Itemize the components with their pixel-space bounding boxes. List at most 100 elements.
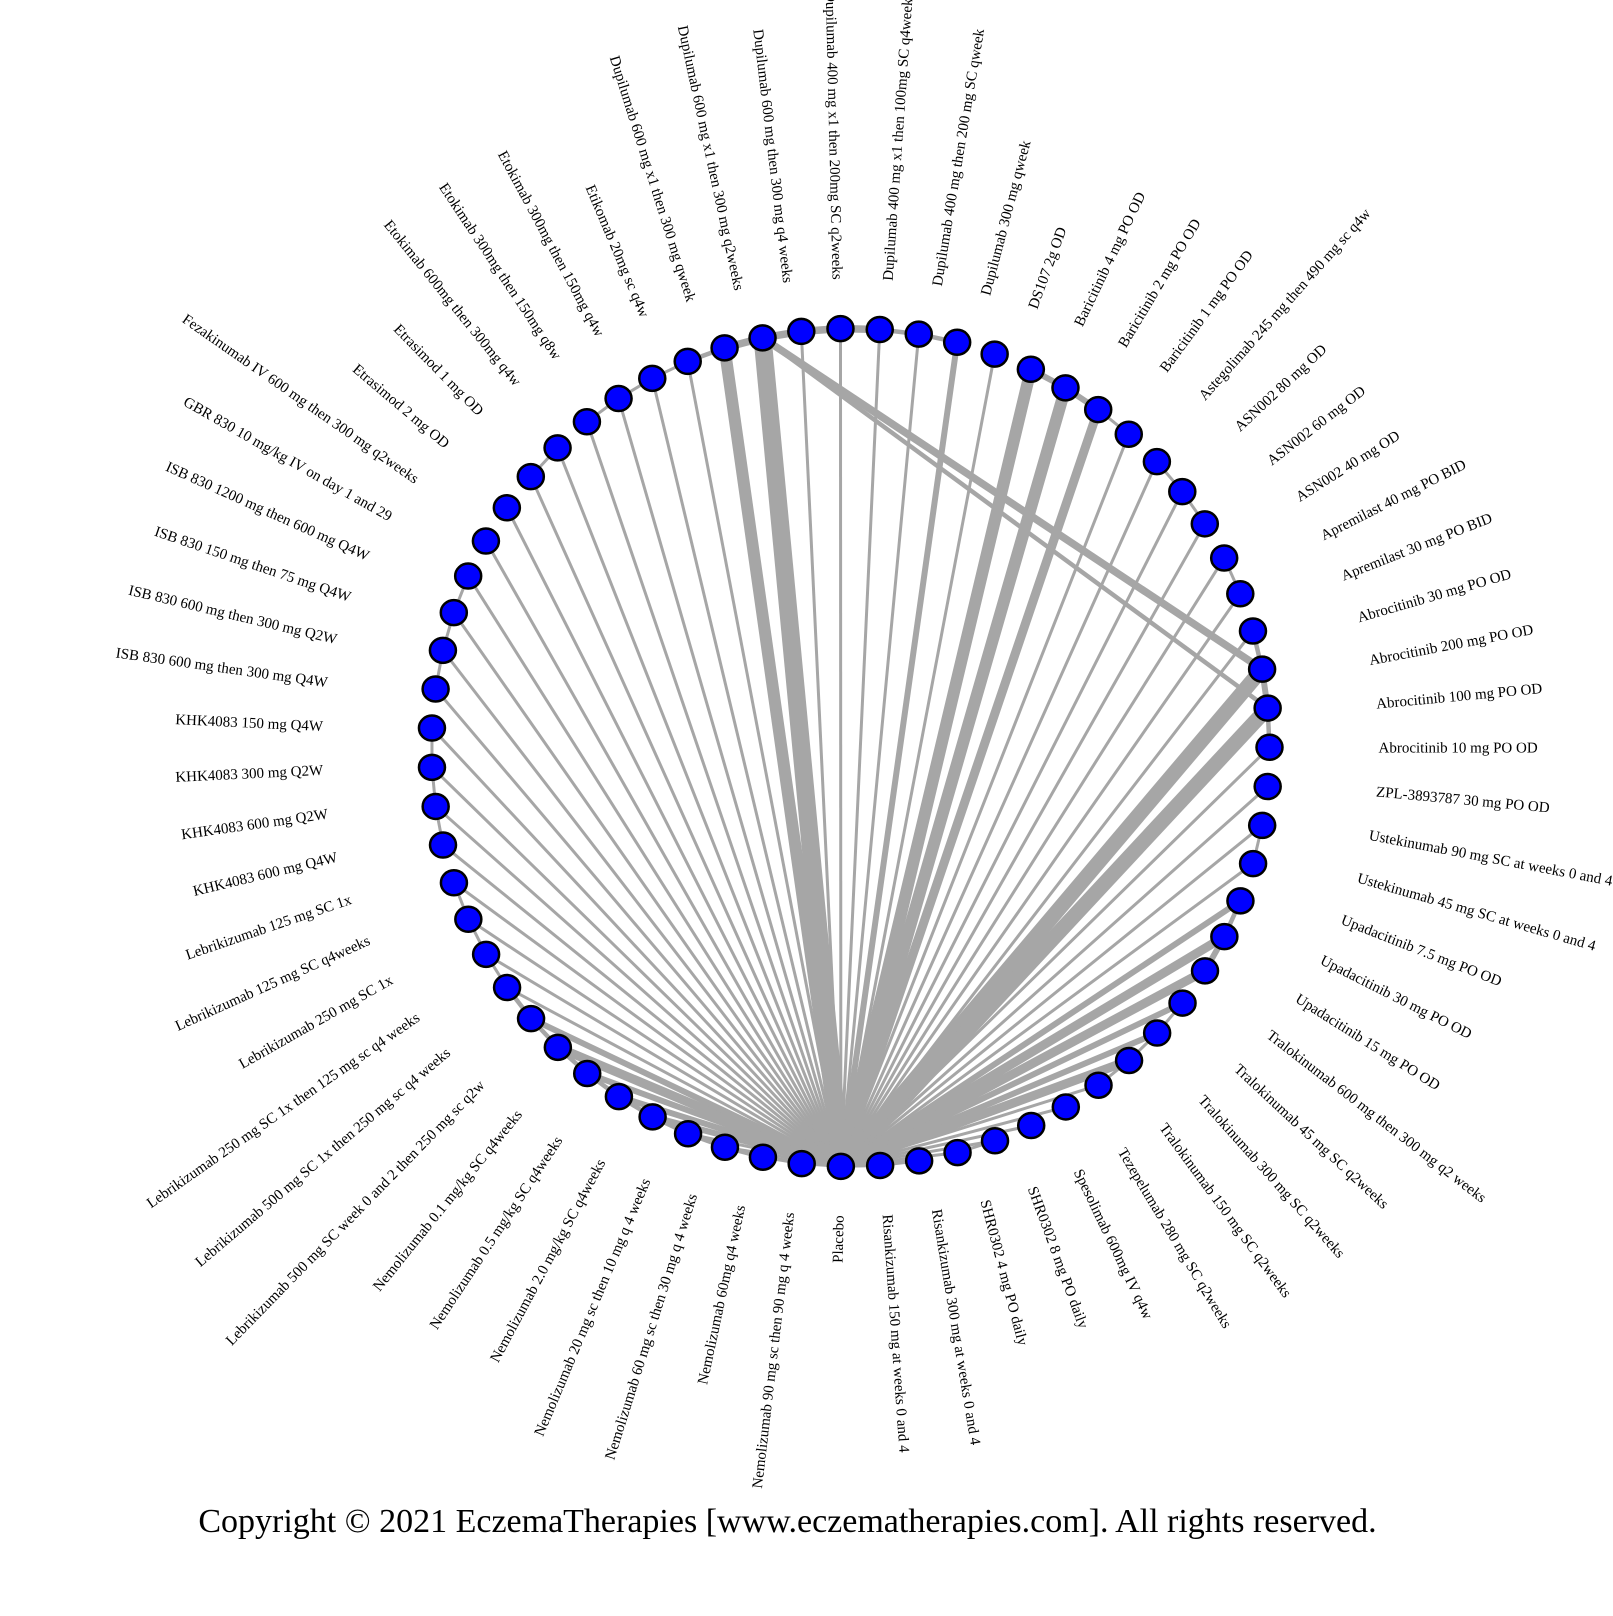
node-label: KHK4083 150 mg Q4W	[175, 712, 324, 735]
node[interactable]	[748, 1143, 778, 1171]
node[interactable]	[1226, 887, 1255, 915]
node[interactable]	[787, 317, 816, 346]
node[interactable]	[428, 831, 458, 859]
node[interactable]	[417, 753, 447, 782]
node[interactable]	[673, 1119, 703, 1148]
node-label: Dupilumab 600 mg then 300 mg q4 weeks	[749, 28, 795, 284]
edge	[686, 361, 843, 1167]
edge	[839, 862, 1254, 1168]
edge	[761, 336, 1269, 710]
node[interactable]	[543, 1033, 573, 1062]
node[interactable]	[980, 1127, 1010, 1155]
node[interactable]	[673, 347, 702, 376]
node[interactable]	[638, 364, 667, 393]
node[interactable]	[1190, 957, 1220, 985]
node[interactable]	[943, 1138, 972, 1167]
node[interactable]	[421, 675, 450, 703]
edge	[453, 881, 842, 1168]
edge	[650, 378, 843, 1167]
node[interactable]	[1238, 617, 1268, 645]
node-label: Dupilumab 400 mg then 200 mg SC qweek	[930, 27, 988, 287]
node[interactable]	[439, 869, 469, 897]
node[interactable]	[1209, 544, 1239, 572]
node[interactable]	[543, 434, 572, 462]
node[interactable]	[516, 1004, 546, 1033]
node[interactable]	[1253, 772, 1282, 801]
node-label: KHK4083 600 mg Q2W	[180, 807, 330, 844]
node[interactable]	[454, 905, 483, 934]
node[interactable]	[1168, 989, 1197, 1017]
edge	[430, 727, 842, 1168]
node-label: Dupilumab 600 mg x1 then 300 mg q2weeks	[674, 24, 746, 292]
node-label: Nemolizumab 90 mg sc then 90 mg q 4 week…	[750, 1211, 798, 1489]
node[interactable]	[572, 1059, 602, 1088]
node-label: Tralokinumab 300 mg SC q2weeks	[1195, 1093, 1348, 1262]
edge	[839, 329, 882, 1167]
edge	[838, 966, 1208, 1171]
node[interactable]	[1255, 733, 1284, 762]
edge	[434, 805, 842, 1168]
node[interactable]	[748, 324, 777, 352]
edge	[529, 1015, 843, 1170]
node[interactable]	[826, 314, 855, 343]
node[interactable]	[1083, 395, 1113, 424]
node-label: Nemolizumab 0.5 mg/kg SC q4weeks	[427, 1134, 566, 1333]
node[interactable]	[980, 340, 1009, 368]
node[interactable]	[1051, 1093, 1081, 1121]
node[interactable]	[439, 598, 469, 627]
node[interactable]	[428, 636, 458, 665]
node[interactable]	[638, 1103, 667, 1131]
node[interactable]	[787, 1149, 816, 1178]
node[interactable]	[572, 408, 602, 436]
node[interactable]	[1016, 1111, 1046, 1140]
node-label: Abrocitinib 200 mg PO OD	[1368, 622, 1535, 669]
edge	[467, 918, 842, 1168]
node[interactable]	[826, 1152, 856, 1181]
node[interactable]	[1226, 580, 1255, 608]
node[interactable]	[1084, 1071, 1113, 1099]
node[interactable]	[865, 315, 895, 344]
node[interactable]	[710, 1133, 740, 1161]
edge	[839, 557, 1226, 1168]
node[interactable]	[904, 320, 934, 348]
node[interactable]	[1142, 1019, 1172, 1047]
node[interactable]	[1016, 355, 1046, 384]
node[interactable]	[1190, 510, 1220, 538]
node[interactable]	[453, 562, 483, 590]
node[interactable]	[604, 1082, 634, 1111]
node[interactable]	[1114, 420, 1144, 448]
node[interactable]	[1247, 655, 1277, 683]
edge	[839, 746, 1271, 1168]
nodes-layer	[417, 314, 1284, 1181]
node[interactable]	[1253, 694, 1282, 722]
node[interactable]	[471, 527, 501, 555]
node[interactable]	[516, 462, 546, 491]
node[interactable]	[1210, 922, 1239, 951]
node[interactable]	[865, 1151, 895, 1180]
node[interactable]	[710, 334, 739, 362]
node-label: Etokimab 600mg then 300mg q4w	[380, 218, 524, 390]
node[interactable]	[417, 714, 447, 742]
node[interactable]	[604, 384, 633, 413]
edge	[617, 398, 843, 1167]
node[interactable]	[471, 940, 501, 969]
node[interactable]	[421, 792, 450, 821]
node[interactable]	[1247, 811, 1277, 840]
node[interactable]	[492, 973, 522, 1002]
node[interactable]	[1142, 447, 1172, 476]
node-label: Abrocitinib 10 mg PO OD	[1378, 740, 1537, 756]
node[interactable]	[942, 328, 972, 357]
edge	[760, 334, 1265, 673]
node[interactable]	[1238, 849, 1268, 878]
node[interactable]	[1051, 374, 1080, 402]
node-label: SHR0302 4 mg PO daily	[976, 1198, 1030, 1348]
node-label: SHR0302 8 mg PO daily	[1024, 1184, 1091, 1331]
node[interactable]	[1168, 477, 1197, 506]
node-label: Ustekinumab 90 mg SC at weeks 0 and 4	[1368, 828, 1613, 890]
edge	[441, 649, 843, 1168]
node[interactable]	[904, 1147, 934, 1175]
node-label: Dupilumab 300 mg qweek	[978, 138, 1034, 297]
node[interactable]	[1114, 1046, 1144, 1075]
node[interactable]	[492, 494, 522, 522]
edge	[837, 341, 961, 1167]
